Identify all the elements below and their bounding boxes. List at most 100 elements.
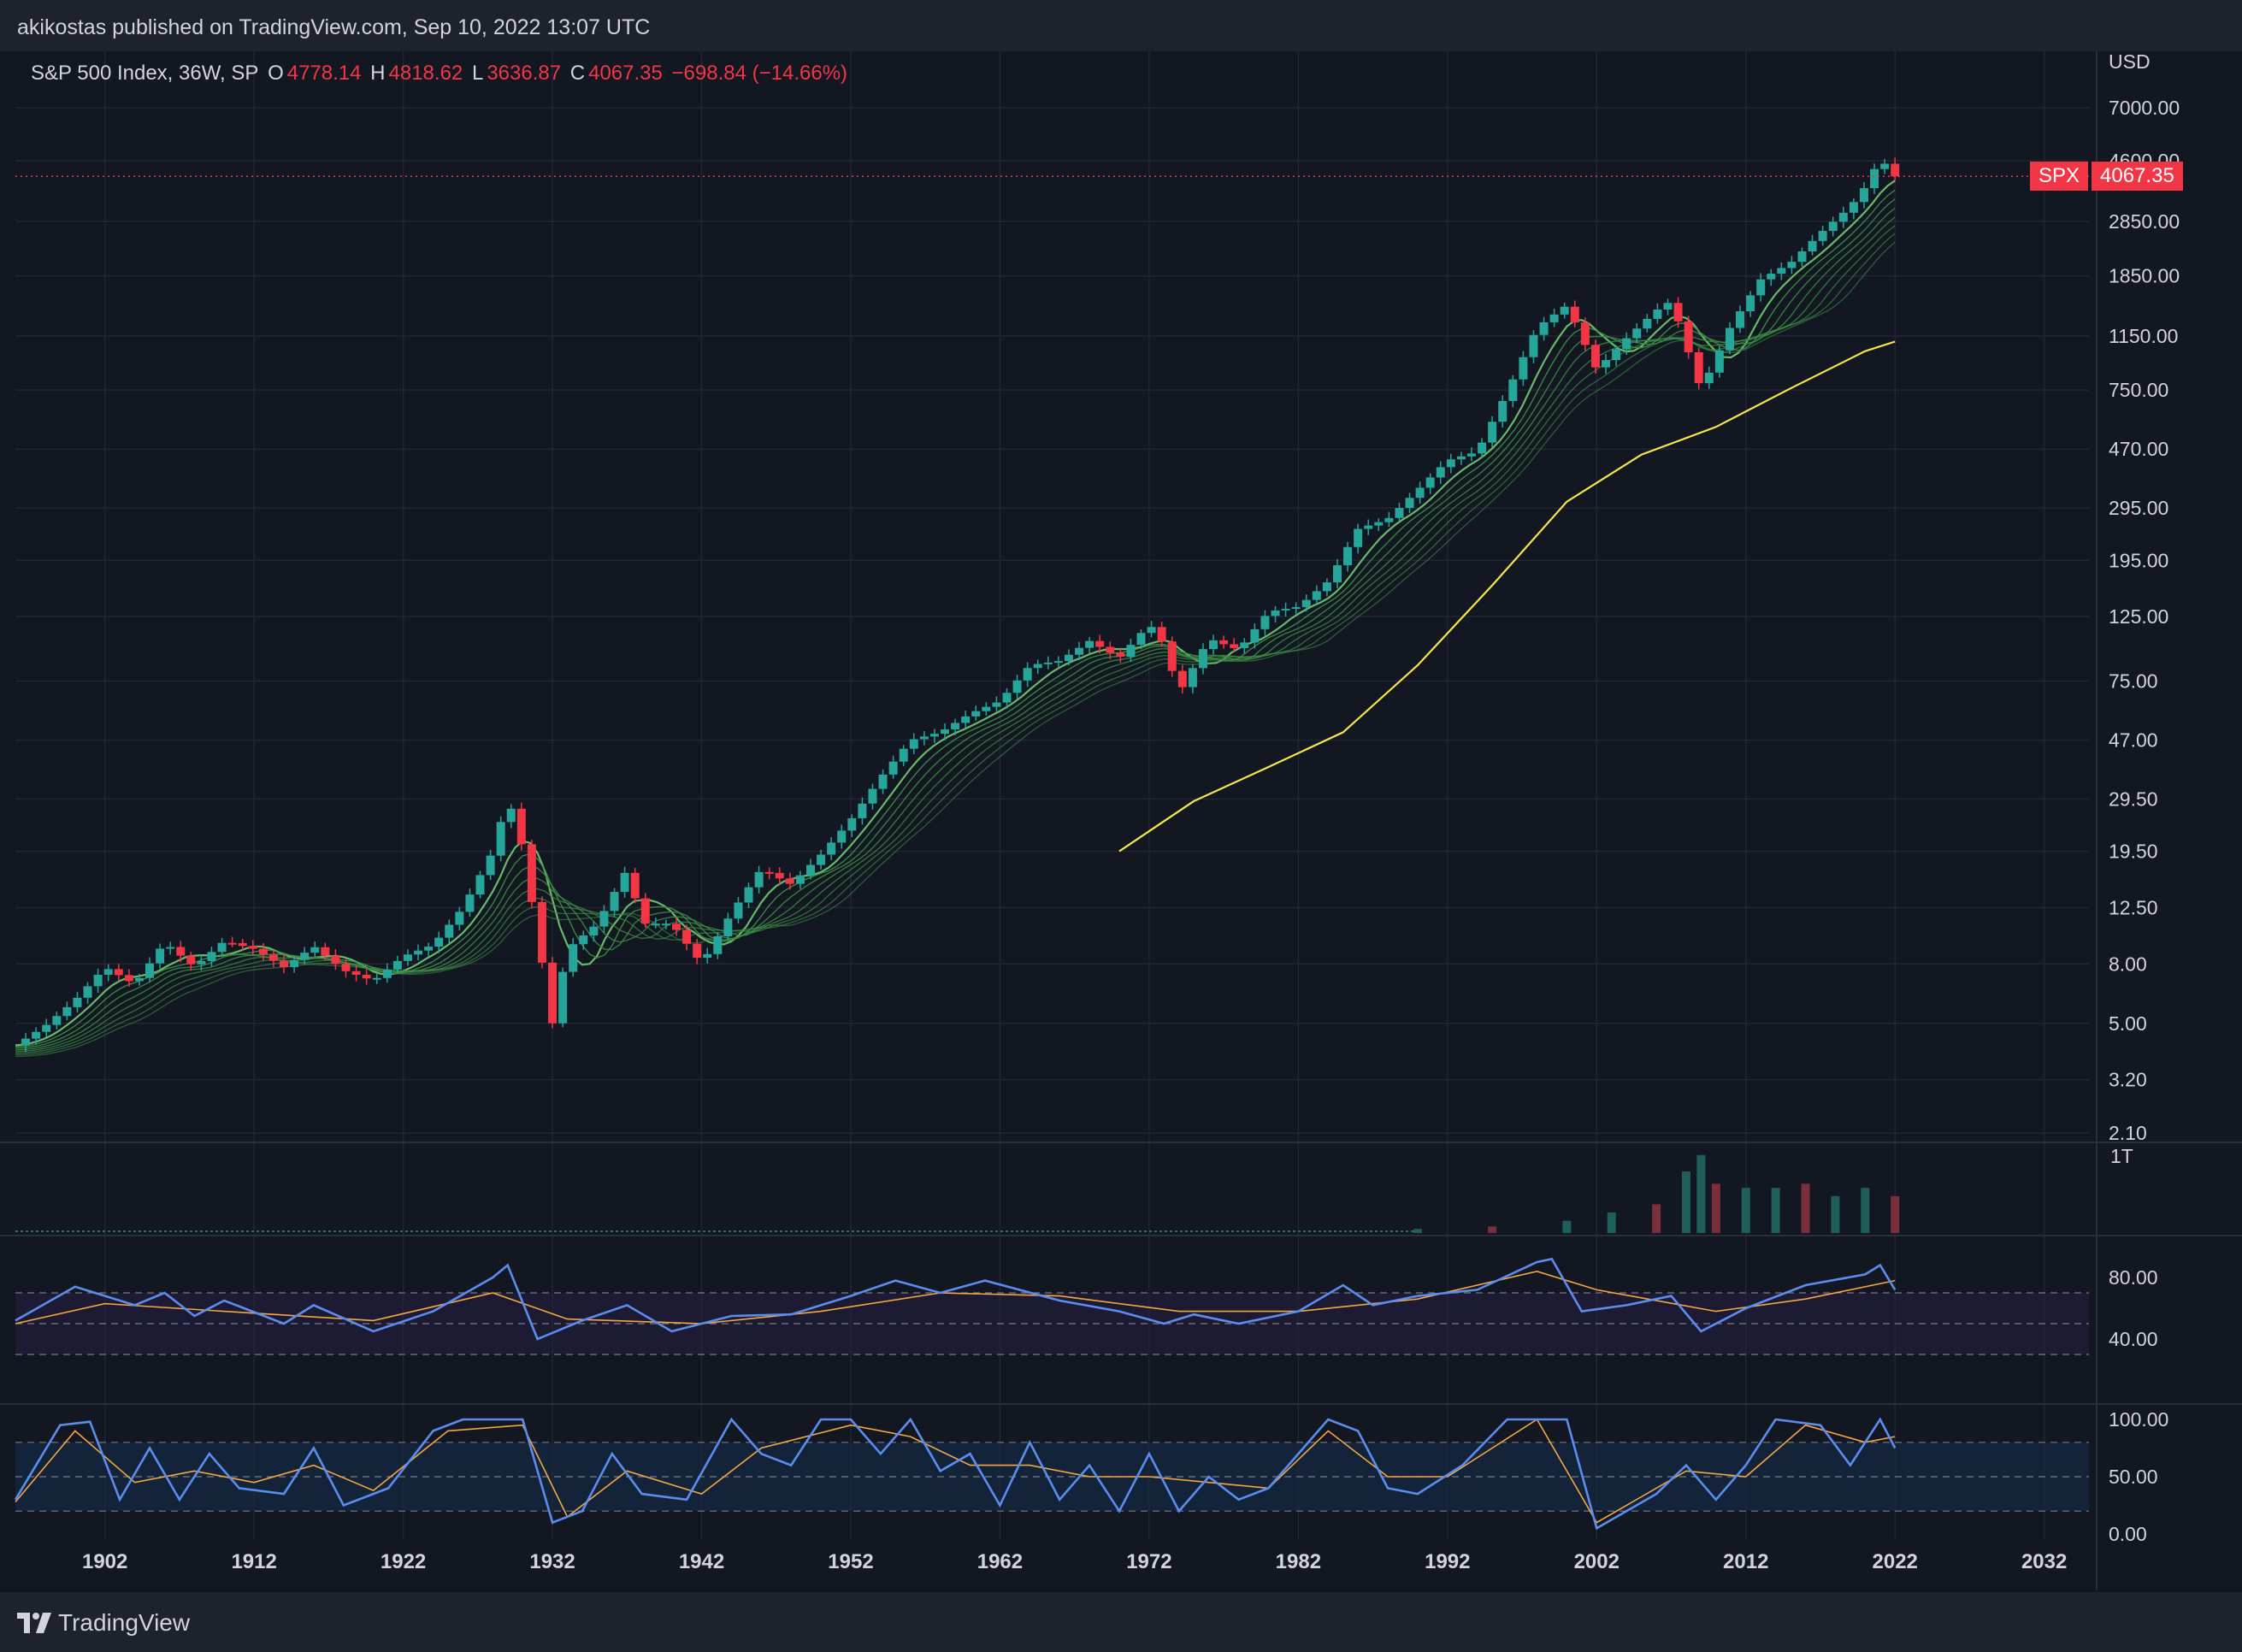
stoch-tick-label: 100.00 [2109, 1408, 2168, 1431]
candle-body [1043, 662, 1053, 664]
candle-body [21, 1038, 31, 1046]
candle-body [310, 947, 320, 953]
rsi-tick-label: 80.00 [2109, 1266, 2158, 1289]
candle-body [548, 962, 558, 1024]
candle-body [1116, 652, 1125, 658]
volume-bar [1861, 1188, 1870, 1233]
candle-body [414, 950, 423, 955]
candle-body [1425, 477, 1435, 488]
candle-body [1590, 345, 1600, 368]
candle-body [1508, 379, 1518, 401]
candle-body [486, 855, 495, 876]
y-tick-label: 2.10 [2109, 1122, 2147, 1144]
tradingview-logo[interactable]: TradingView [17, 1609, 190, 1637]
candle-body [579, 935, 588, 945]
last-price-badge: SPX 4067.35 [2030, 162, 2183, 191]
candle-body [1167, 641, 1177, 671]
chart-area[interactable]: 1902 1912 1922 1932 1942 1952 1962 1972 1982 1992… [0, 51, 2242, 1590]
candle-body [1291, 607, 1301, 610]
candle-body [671, 923, 681, 930]
candle-body [83, 986, 92, 998]
candle-body [1219, 640, 1229, 645]
y-tick-label: 125.00 [2109, 605, 2168, 628]
candle-body [93, 974, 103, 987]
candle-body [909, 739, 918, 749]
candle-body [569, 944, 578, 972]
candle-body [32, 1031, 41, 1039]
candle-body [1529, 334, 1538, 357]
volume-bar [1413, 1229, 1422, 1233]
candle-body [971, 711, 981, 717]
candle-body [103, 969, 113, 975]
volume-bar [1771, 1188, 1780, 1233]
candle-body [630, 872, 640, 899]
candle-body [1736, 311, 1745, 328]
candle-body [392, 960, 402, 970]
candle-body [1281, 608, 1290, 611]
candle-body [280, 960, 289, 968]
candle-body [827, 842, 836, 855]
candle-body [372, 977, 381, 980]
legend-open-label: O [268, 62, 284, 85]
y-tick-label: 1150.00 [2109, 325, 2178, 347]
y-tick-label: 12.50 [2109, 896, 2158, 918]
volume-scale-label: 1T [2110, 1145, 2133, 1167]
volume-bar [1801, 1183, 1810, 1233]
candle-body [1808, 240, 1817, 252]
candle-body [217, 942, 227, 953]
stoch-tick-label: 50.00 [2109, 1466, 2158, 1488]
candle-body [1095, 640, 1105, 647]
x-tick-label: 2032 [2021, 1550, 2067, 1573]
y-tick-label: 8.00 [2109, 953, 2147, 975]
candle-body [589, 926, 599, 935]
candle-body [1322, 582, 1331, 592]
candle-body [506, 808, 516, 823]
candle-body [795, 875, 805, 884]
ribbon-line [15, 233, 1896, 1056]
candle-body [919, 736, 929, 740]
legend-symbol-name[interactable]: S&P 500 Index, 36W, SP [31, 62, 259, 85]
legend-low-label: L [471, 62, 484, 85]
candle-body [785, 878, 794, 884]
ribbon-line [15, 216, 1896, 1053]
stoch-k-line [14, 1417, 1897, 1531]
candle-body [1849, 202, 1858, 213]
candle-body [156, 948, 165, 964]
candle-body [929, 734, 939, 737]
candle-body [1777, 268, 1786, 274]
y-tick-label: 19.50 [2109, 841, 2158, 863]
candle-body [961, 716, 971, 723]
candle-body [1643, 318, 1652, 329]
candle-body [1859, 188, 1868, 203]
candle-body [258, 948, 268, 955]
legend-high-label: H [370, 62, 386, 85]
x-tick-label: 2012 [1723, 1550, 1768, 1573]
candle-body [1136, 633, 1146, 646]
y-tick-label: 75.00 [2109, 670, 2158, 692]
y-tick-label: 295.00 [2109, 497, 2168, 519]
candle-body [1560, 306, 1569, 315]
price-badge-value: 4067.35 [2092, 162, 2183, 191]
candle-body [207, 952, 216, 961]
candle-body [1343, 546, 1353, 566]
candle-body [290, 959, 299, 968]
candle-body [1415, 487, 1425, 499]
ribbon-line [15, 225, 1896, 1054]
candle-body [1405, 498, 1414, 509]
candle-body [197, 960, 206, 965]
candle-body [899, 748, 908, 762]
candle-body [744, 887, 753, 903]
candle-body [1456, 456, 1466, 460]
chart-canvas[interactable]: 1902 1912 1922 1932 1942 1952 1962 1972 1982 1992… [0, 51, 2242, 1590]
publisher-bar: akikostas published on TradingView.com, … [0, 0, 2242, 51]
ribbon-line [15, 180, 1896, 1047]
candle-body [114, 969, 123, 976]
x-tick-label: 1902 [82, 1550, 127, 1573]
volume-bar [1607, 1212, 1616, 1233]
candle-body [1467, 453, 1477, 457]
x-tick-label: 2022 [1873, 1550, 1918, 1573]
candle-body [52, 1016, 62, 1025]
candle-body [1549, 314, 1559, 322]
rsi-line [15, 1257, 1897, 1341]
candle-body [166, 947, 175, 949]
